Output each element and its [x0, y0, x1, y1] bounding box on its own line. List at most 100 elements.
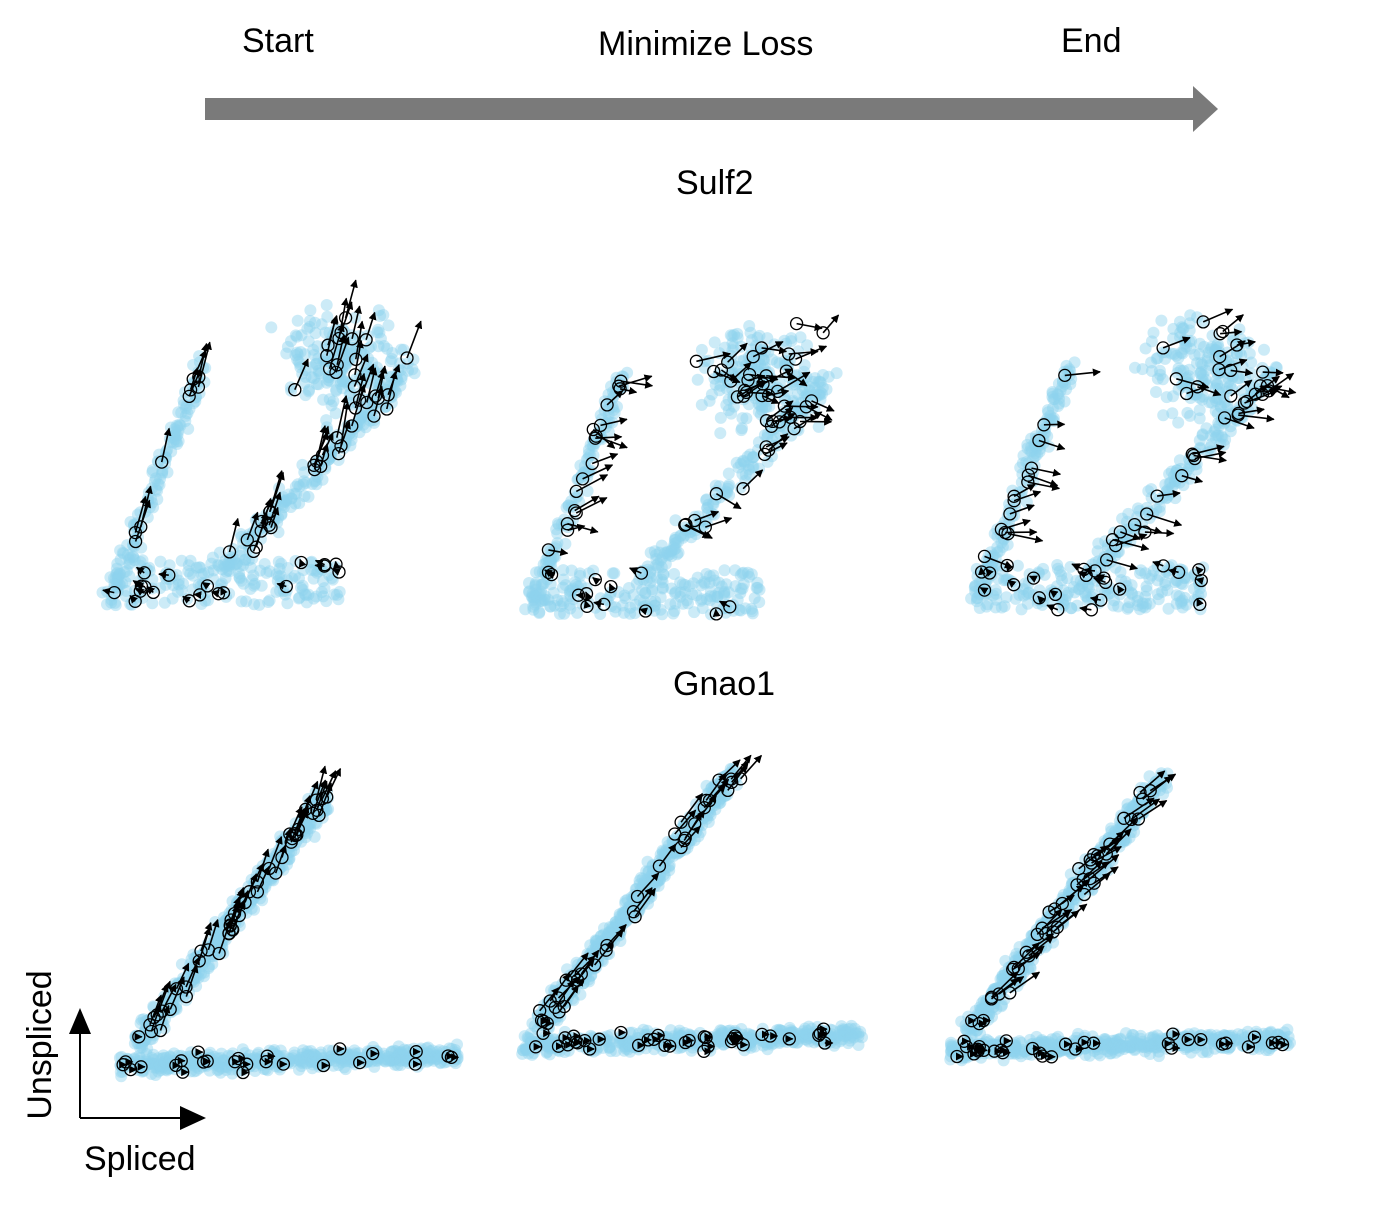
cell-point [136, 554, 149, 567]
cell-point [146, 597, 159, 610]
phase-portrait-panel [516, 754, 868, 1061]
velocity-arrow [351, 384, 366, 427]
velocity-arrow [294, 358, 309, 391]
highlighted-cell [367, 409, 381, 423]
cell-point [154, 555, 167, 568]
velocity-arrow [366, 367, 378, 403]
cell-point [408, 367, 421, 380]
cell-point [124, 551, 137, 564]
cell-point [300, 589, 312, 602]
cell-point [1154, 368, 1167, 381]
cell-point [611, 400, 623, 413]
cell-point [110, 568, 123, 581]
cell-point [308, 475, 321, 488]
cell-point [701, 501, 714, 514]
cell-point [270, 568, 283, 581]
cell-point [233, 572, 246, 585]
cell-point [113, 567, 126, 580]
highlighted-cell [380, 402, 394, 416]
cell-point [281, 340, 294, 353]
cell-point [280, 347, 293, 360]
highlighted-cell [222, 545, 237, 559]
cell-point [1038, 568, 1051, 581]
cell-point [167, 579, 180, 592]
velocity-arrow [406, 320, 423, 359]
cell-point [856, 1031, 868, 1044]
cell-point [216, 563, 229, 576]
velocity-arrow [325, 767, 342, 798]
cell-point [359, 421, 372, 434]
cell-point [296, 458, 309, 471]
cell-point [311, 340, 324, 353]
cell-point [285, 335, 297, 348]
cell-point [1150, 386, 1162, 398]
cell-point [309, 358, 322, 371]
cell-point [168, 423, 181, 436]
cell-point [272, 570, 285, 583]
phase-portrait-panel [519, 314, 843, 621]
cell-point [272, 555, 285, 568]
highlighted-cell [334, 439, 348, 453]
cell-point [175, 584, 188, 597]
cell-point [291, 330, 303, 343]
cell-point [111, 573, 124, 586]
cell-point [688, 606, 701, 619]
cell-point [320, 414, 333, 427]
cell-point [751, 581, 764, 594]
cell-point [195, 568, 208, 581]
cell-point [785, 335, 798, 348]
cell-point [1198, 340, 1210, 353]
cell-point [1172, 416, 1185, 429]
cell-point [317, 393, 330, 406]
cell-point [345, 348, 358, 360]
cell-point [289, 329, 302, 342]
stage-label-start: Start [242, 22, 314, 60]
cell-point [222, 558, 235, 571]
stage-label-end: End [1061, 22, 1122, 60]
cell-point [220, 565, 233, 578]
cell-point [559, 537, 572, 550]
cell-point [343, 380, 356, 393]
cell-point [105, 596, 118, 609]
cell-point [669, 542, 682, 555]
velocity-arrow [351, 305, 362, 339]
cell-point [523, 577, 535, 589]
cell-point [371, 326, 384, 339]
cell-point [112, 569, 125, 582]
cell-point [325, 399, 338, 412]
cell-point [678, 529, 691, 542]
cell-point [198, 376, 211, 389]
cell-point [248, 598, 261, 611]
cell-point [737, 566, 750, 579]
cell-point [253, 598, 266, 611]
cell-point [301, 322, 314, 335]
cell-point [170, 435, 183, 448]
cell-point [761, 431, 774, 444]
cell-point [378, 1053, 390, 1066]
cell-point [119, 576, 132, 589]
cell-point [172, 406, 185, 419]
cell-point [758, 401, 771, 414]
cell-point [194, 561, 207, 574]
cell-point [104, 571, 117, 584]
cell-point [830, 367, 843, 380]
cell-point [322, 1044, 335, 1057]
cell-point [135, 541, 148, 554]
cell-point [302, 335, 315, 348]
cell-point [172, 578, 185, 591]
cell-point [1191, 357, 1203, 370]
cell-point [302, 588, 315, 601]
cell-point [119, 590, 132, 602]
cell-point [321, 310, 334, 323]
axis-label-spliced: Spliced [84, 1140, 196, 1178]
cell-point [291, 348, 304, 361]
cell-point [310, 478, 323, 491]
cell-point [193, 561, 206, 574]
cell-point [265, 321, 278, 334]
cell-point [342, 1052, 355, 1065]
cell-point [153, 478, 166, 491]
highlighted-cell [359, 333, 373, 347]
cell-point [151, 484, 164, 497]
velocity-arrow [712, 608, 721, 618]
